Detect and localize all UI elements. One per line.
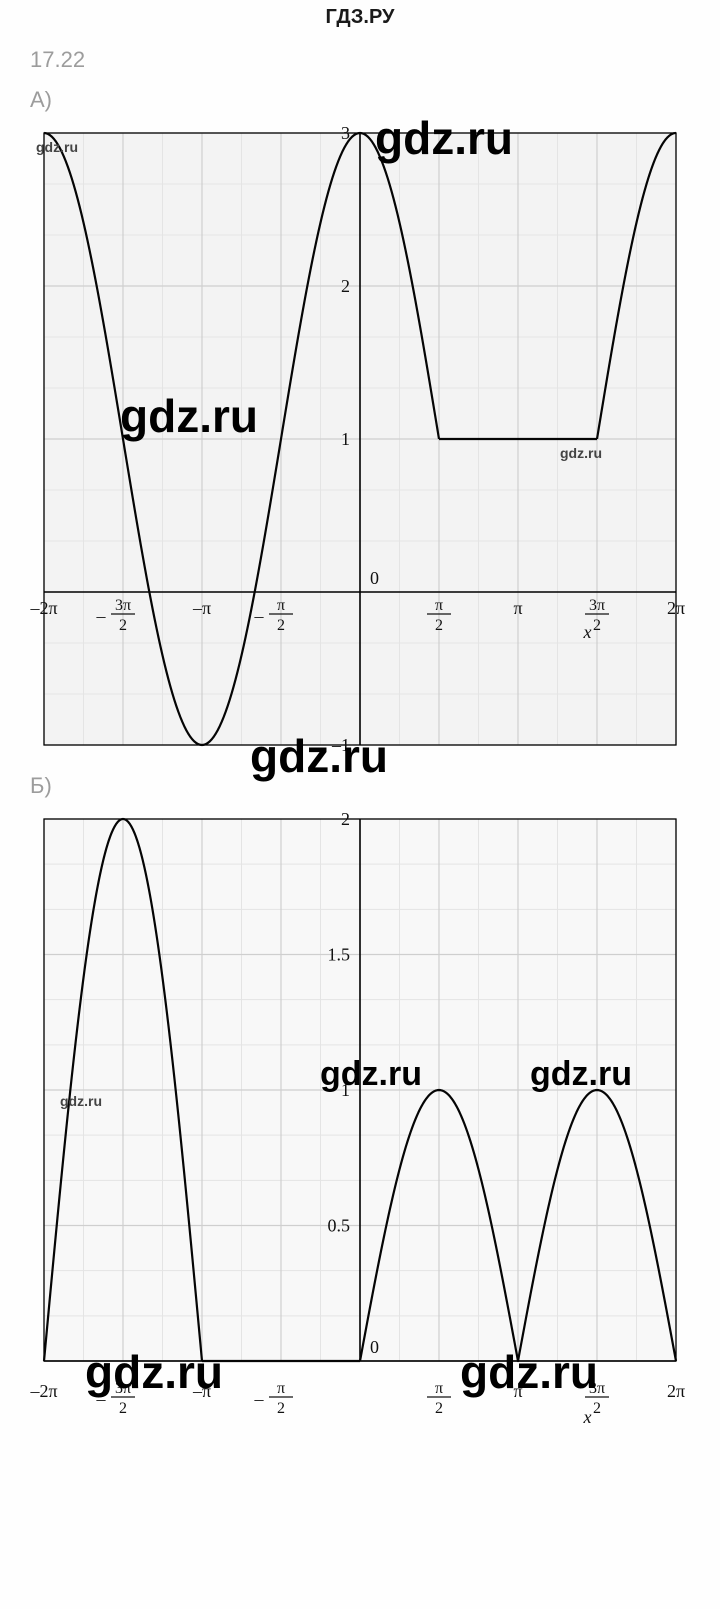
svg-text:3π: 3π [115, 597, 131, 614]
svg-text:–π: –π [192, 598, 211, 618]
svg-text:2π: 2π [667, 598, 685, 618]
svg-text:–2π: –2π [30, 1381, 58, 1401]
svg-text:2: 2 [119, 1400, 127, 1417]
svg-text:–: – [254, 1389, 265, 1409]
svg-text:2: 2 [593, 617, 601, 634]
svg-text:2: 2 [277, 1400, 285, 1417]
part-a-label: А) [30, 87, 720, 113]
svg-text:3π: 3π [115, 1380, 131, 1397]
chart-a: –2π–3π2–π–π20π2π3π22π–1123x [30, 119, 690, 759]
svg-text:1: 1 [341, 429, 350, 449]
svg-text:2: 2 [435, 1400, 443, 1417]
svg-text:2: 2 [277, 617, 285, 634]
svg-text:π: π [277, 1380, 285, 1397]
svg-text:3π: 3π [589, 597, 605, 614]
svg-text:2: 2 [341, 809, 350, 829]
svg-text:–2π: –2π [30, 598, 58, 618]
svg-text:π: π [513, 598, 522, 618]
svg-text:–: – [254, 606, 265, 626]
svg-text:3π: 3π [589, 1380, 605, 1397]
svg-text:0: 0 [370, 1337, 379, 1357]
svg-text:0: 0 [370, 568, 379, 588]
svg-text:x: x [583, 622, 592, 642]
chart-a-container: –2π–3π2–π–π20π2π3π22π–1123x gdz.ru gdz.r… [30, 119, 720, 759]
svg-text:x: x [583, 1407, 592, 1427]
svg-text:π: π [435, 1380, 443, 1397]
svg-text:–: – [96, 1389, 107, 1409]
svg-text:–π: –π [192, 1381, 211, 1401]
svg-text:π: π [513, 1381, 522, 1401]
svg-text:–: – [96, 606, 107, 626]
svg-text:π: π [277, 597, 285, 614]
svg-text:–1: –1 [331, 735, 350, 755]
svg-text:2: 2 [593, 1400, 601, 1417]
svg-text:3: 3 [341, 123, 350, 143]
svg-text:2: 2 [119, 617, 127, 634]
part-b-label: Б) [30, 773, 720, 799]
chart-b: –2π–3π2–π–π20π2π3π22π0.511.52x [30, 805, 690, 1435]
svg-text:π: π [435, 597, 443, 614]
chart-b-container: –2π–3π2–π–π20π2π3π22π0.511.52x gdz.ru gd… [30, 805, 720, 1435]
svg-text:1: 1 [341, 1080, 350, 1100]
svg-text:0.5: 0.5 [328, 1216, 351, 1236]
problem-number: 17.22 [30, 47, 720, 73]
svg-text:2: 2 [341, 276, 350, 296]
svg-text:1.5: 1.5 [328, 945, 351, 965]
svg-text:2: 2 [435, 617, 443, 634]
svg-text:2π: 2π [667, 1381, 685, 1401]
page-header: ГДЗ.РУ [0, 0, 720, 33]
